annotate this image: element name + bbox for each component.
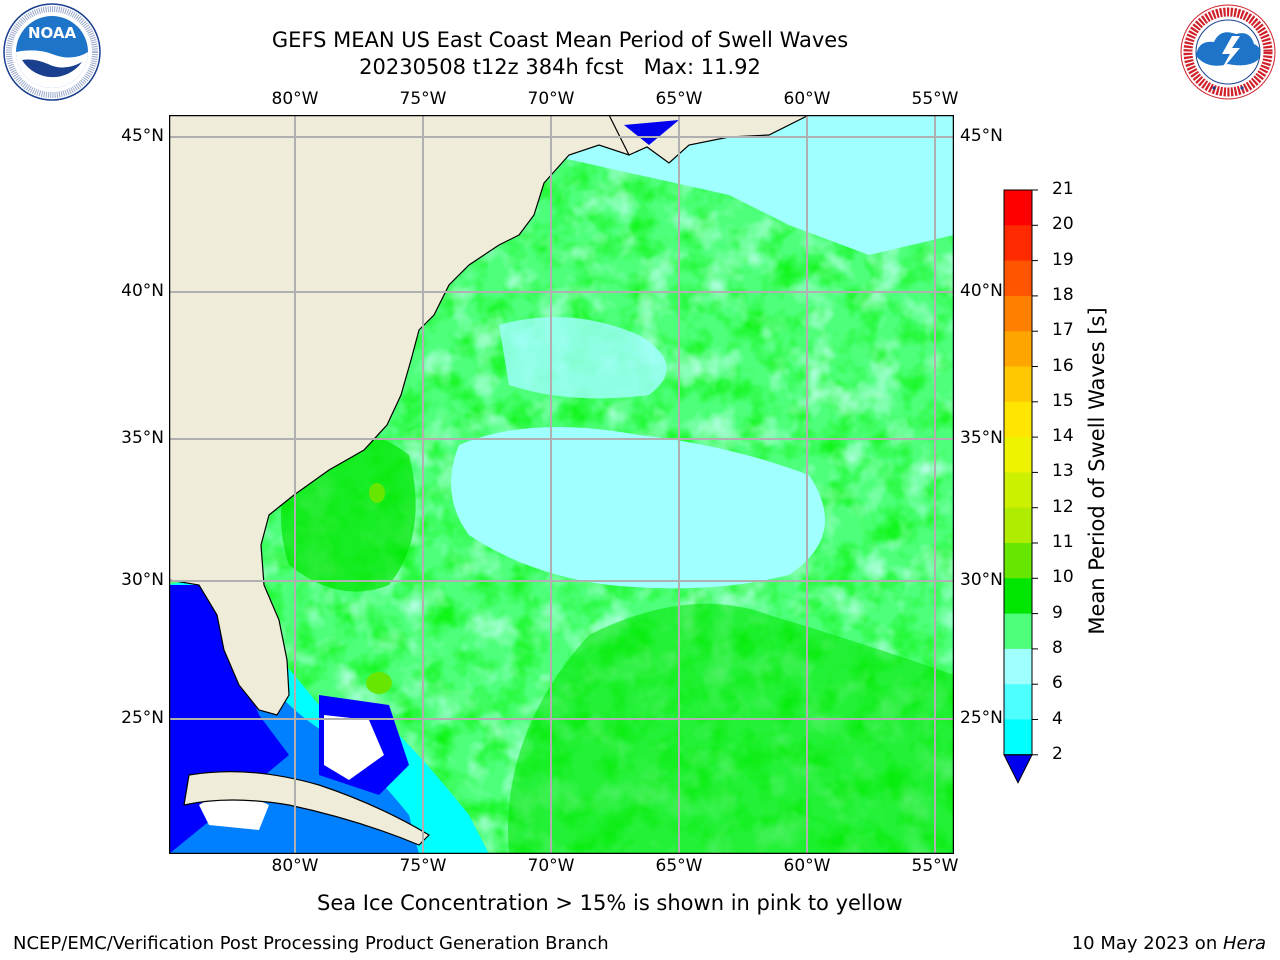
lat-tick-right: 40°N xyxy=(960,281,1003,301)
colorbar-segment xyxy=(1004,260,1032,297)
noaa-logo: NOAA xyxy=(3,3,101,101)
colorbar-segment xyxy=(1004,472,1032,509)
colorbar-tick-label: 4 xyxy=(1052,708,1063,729)
colorbar-segment xyxy=(1004,543,1032,579)
lat-tick-left: 25°N xyxy=(121,708,164,728)
colorbar-segment xyxy=(1004,648,1032,685)
colorbar-segment xyxy=(1004,295,1032,332)
colorbar-tick-label: 15 xyxy=(1052,390,1074,411)
swell-10-11-south xyxy=(508,603,954,854)
footer-host: Hera xyxy=(1222,933,1266,954)
colorbar-tick-label: 14 xyxy=(1052,426,1074,447)
lon-tick-top: 65°W xyxy=(655,89,703,109)
swell-8-9-central xyxy=(451,427,825,589)
nws-logo xyxy=(1180,4,1276,100)
colorbar-tick-label: 11 xyxy=(1052,532,1074,552)
colorbar-tick-label: 17 xyxy=(1052,320,1074,341)
map-frame xyxy=(169,115,954,854)
lat-tick-left: 30°N xyxy=(121,570,164,590)
colorbar-segment xyxy=(1004,366,1032,403)
colorbar-tick-label: 12 xyxy=(1052,496,1074,517)
swell-11-12-patch xyxy=(369,483,385,503)
lon-tick-top: 60°W xyxy=(783,89,831,109)
footer-date: 10 May 2023 on Hera xyxy=(1072,933,1266,954)
colorbar-segment xyxy=(1004,437,1032,473)
lon-tick-top: 70°W xyxy=(527,89,575,109)
colorbar-segment xyxy=(1004,613,1032,650)
lon-tick-bottom: 70°W xyxy=(527,856,575,876)
lon-tick-bottom: 75°W xyxy=(399,856,447,876)
colorbar-tick-label: 20 xyxy=(1052,214,1074,235)
noaa-logo-text: NOAA xyxy=(28,24,77,42)
no-data-cuba xyxy=(199,795,269,830)
land-us-east-coast xyxy=(169,115,685,716)
lat-tick-left: 45°N xyxy=(121,126,164,146)
footer-date-text: 10 May 2023 on xyxy=(1071,933,1223,954)
colorbar xyxy=(1003,189,1038,784)
no-data-bahamas xyxy=(324,715,384,780)
lon-tick-top: 80°W xyxy=(271,89,319,109)
colorbar-tick-label: 9 xyxy=(1052,602,1063,623)
colorbar-segment xyxy=(1004,190,1032,226)
colorbar-tick-label: 16 xyxy=(1052,355,1074,376)
chart-subtitle: 20230508 t12z 384h fcst Max: 11.92 xyxy=(359,55,761,79)
lon-tick-bottom: 60°W xyxy=(783,856,831,876)
colorbar-tick-label: 13 xyxy=(1052,461,1074,482)
lon-tick-bottom: 80°W xyxy=(271,856,319,876)
lat-tick-right: 30°N xyxy=(960,570,1003,590)
footer-credit: NCEP/EMC/Verification Post Processing Pr… xyxy=(13,933,609,954)
swell-11-12-patch xyxy=(366,672,392,694)
colorbar-tick-label: 2 xyxy=(1052,743,1063,764)
map-panel xyxy=(169,115,954,854)
lon-tick-top: 55°W xyxy=(911,89,959,109)
colorbar-tick-label: 19 xyxy=(1052,249,1074,270)
colorbar-segment xyxy=(1004,719,1032,756)
colorbar-segment xyxy=(1004,225,1032,262)
colorbar-tick-label: 8 xyxy=(1052,637,1063,658)
colorbar-tick-label: 6 xyxy=(1052,673,1063,694)
colorbar-segment xyxy=(1004,578,1032,615)
swell-8-9-north xyxy=(539,115,954,255)
lon-tick-top: 75°W xyxy=(399,89,447,109)
colorbar-segment xyxy=(1004,684,1032,720)
colorbar-segment xyxy=(1004,507,1032,544)
lat-tick-right: 25°N xyxy=(960,708,1003,728)
swell-8-9-midatlantic xyxy=(499,317,667,399)
lat-tick-right: 45°N xyxy=(960,126,1003,146)
map-gridlines xyxy=(169,115,954,854)
colorbar-extend-min xyxy=(1003,754,1033,784)
chart-title: GEFS MEAN US East Coast Mean Period of S… xyxy=(271,28,849,52)
colorbar-segment xyxy=(1004,401,1032,438)
colorbar-tick-label: 18 xyxy=(1052,284,1074,305)
lat-tick-left: 35°N xyxy=(121,428,164,448)
lat-tick-left: 40°N xyxy=(121,281,164,301)
colorbar-segment xyxy=(1004,331,1032,367)
colorbar-tick-label: 21 xyxy=(1052,179,1074,199)
colorbar-tick-label: 10 xyxy=(1052,567,1074,588)
lon-tick-bottom: 55°W xyxy=(911,856,959,876)
colorbar-label: Mean Period of Swell Waves [s] xyxy=(1085,307,1109,635)
swell-lt4-bay-of-fundy xyxy=(624,120,679,145)
sea-ice-footnote: Sea Ice Concentration > 15% is shown in … xyxy=(317,891,903,915)
lon-tick-bottom: 65°W xyxy=(655,856,703,876)
lat-tick-right: 35°N xyxy=(960,428,1003,448)
